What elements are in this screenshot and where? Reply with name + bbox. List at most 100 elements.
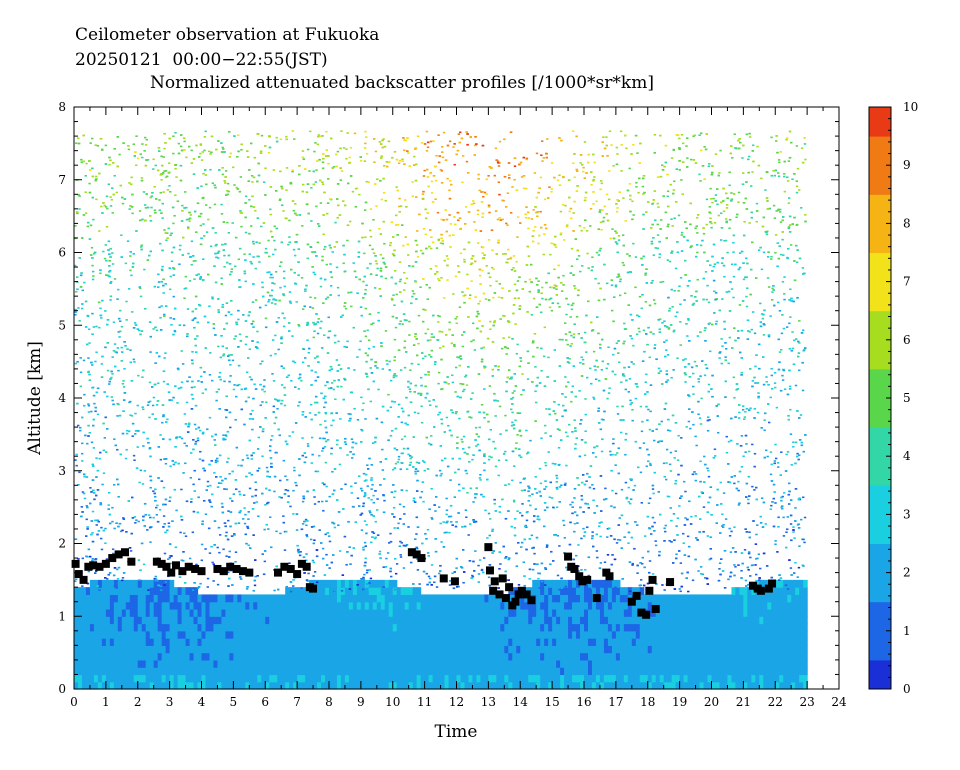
- field-cell: [257, 594, 262, 603]
- speckle: [489, 328, 492, 331]
- field-cell: [552, 659, 557, 668]
- field-cell: [372, 601, 378, 610]
- field-cell: [297, 667, 302, 676]
- field-cell: [297, 630, 302, 639]
- field-cell: [372, 579, 378, 588]
- field-cell: [412, 594, 418, 603]
- field-cell: [472, 630, 478, 639]
- field-cell: [671, 608, 677, 617]
- field-cell: [424, 652, 430, 661]
- field-cell: [265, 594, 270, 603]
- speckle: [180, 488, 183, 491]
- field-cell: [273, 630, 278, 639]
- field-cell: [424, 681, 430, 690]
- field-cell: [380, 645, 386, 654]
- field-cell: [791, 594, 796, 603]
- field-cell: [488, 674, 493, 683]
- field-cell: [352, 579, 358, 588]
- field-cell: [496, 630, 501, 639]
- field-cell: [512, 623, 517, 632]
- speckle: [749, 407, 752, 410]
- speckle: [100, 526, 103, 529]
- speckle: [754, 564, 757, 566]
- field-cell: [472, 601, 478, 610]
- field-cell: [149, 623, 155, 632]
- speckle: [615, 210, 619, 213]
- field-cell: [452, 630, 458, 639]
- field-cell: [532, 652, 537, 661]
- speckle: [528, 578, 531, 580]
- field-cell: [77, 608, 83, 617]
- field-cell: [520, 616, 525, 625]
- field-cell: [360, 659, 366, 668]
- speckle: [190, 149, 193, 152]
- field-cell: [229, 659, 234, 668]
- field-cell: [747, 638, 752, 646]
- field-cell: [619, 638, 625, 646]
- speckle: [550, 162, 554, 164]
- field-cell: [735, 630, 740, 639]
- field-cell: [496, 681, 501, 690]
- speckle: [715, 292, 718, 294]
- field-cell: [699, 659, 705, 668]
- speckle: [251, 409, 254, 412]
- field-cell: [89, 608, 95, 617]
- field-cell: [412, 630, 418, 639]
- speckle: [534, 390, 537, 393]
- field-cell: [448, 681, 454, 690]
- field-cell: [751, 601, 756, 610]
- field-cell: [775, 616, 780, 625]
- field-cell: [747, 652, 752, 661]
- field-cell: [508, 608, 513, 617]
- field-cell: [392, 681, 398, 690]
- field-cell: [245, 681, 250, 690]
- field-cell: [611, 616, 617, 625]
- field-cell: [301, 587, 306, 596]
- field-cell: [655, 594, 661, 603]
- field-cell: [161, 623, 167, 632]
- field-cell: [464, 594, 470, 603]
- speckle: [87, 570, 91, 573]
- field-cell: [368, 630, 374, 639]
- field-cell: [388, 659, 394, 668]
- speckle: [457, 133, 461, 135]
- field-cell: [181, 594, 187, 603]
- field-cell: [803, 587, 808, 596]
- field-cell: [113, 616, 119, 625]
- field-cell: [233, 601, 238, 610]
- field-cell: [356, 594, 362, 603]
- field-cell: [544, 630, 549, 639]
- field-cell: [313, 645, 318, 654]
- field-cell: [564, 630, 569, 639]
- field-cell: [512, 645, 517, 654]
- field-cell: [643, 630, 649, 639]
- field-cell: [611, 638, 617, 646]
- field-cell: [480, 667, 485, 676]
- speckle: [727, 362, 730, 365]
- field-cell: [599, 579, 605, 588]
- field-cell: [253, 652, 258, 661]
- field-cell: [584, 616, 589, 625]
- field-cell: [245, 594, 250, 603]
- speckle: [723, 239, 726, 242]
- field-cell: [185, 667, 191, 676]
- field-cell: [221, 608, 227, 617]
- speckle: [370, 488, 373, 490]
- field-cell: [416, 659, 422, 668]
- field-cell: [496, 659, 501, 668]
- field-cell: [591, 579, 597, 588]
- speckle: [581, 358, 585, 361]
- field-cell: [743, 645, 748, 654]
- speckle: [214, 244, 217, 247]
- field-cell: [269, 645, 274, 654]
- speckle: [83, 393, 86, 396]
- field-cell: [317, 579, 322, 588]
- field-cell: [464, 601, 470, 610]
- field-cell: [261, 659, 266, 668]
- field-cell: [285, 674, 290, 683]
- field-cell: [352, 608, 358, 617]
- field-cell: [444, 623, 450, 632]
- field-cell: [759, 674, 764, 683]
- field-cell: [201, 594, 207, 603]
- field-cell: [775, 667, 780, 676]
